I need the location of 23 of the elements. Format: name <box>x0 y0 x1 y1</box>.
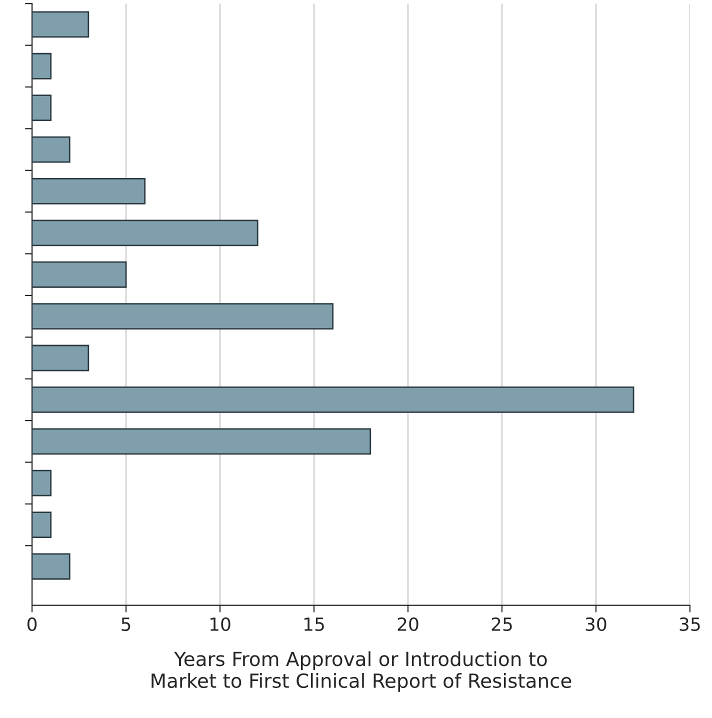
bar <box>32 11 90 38</box>
x-tick-label: 35 <box>680 617 700 632</box>
bar <box>32 178 146 204</box>
x-axis-title: Years From Approval or Introduction to Market to First Clinical Report of Resistance <box>152 651 572 692</box>
bar <box>32 553 70 580</box>
x-tick-label: 10 <box>210 617 230 632</box>
bar <box>32 136 70 163</box>
bar <box>32 428 372 455</box>
bar <box>32 470 52 496</box>
bar <box>32 386 634 413</box>
bar <box>32 303 334 330</box>
bar <box>32 344 90 372</box>
bar <box>32 94 52 122</box>
x-tick-label: 25 <box>492 617 512 632</box>
x-tick-label: 15 <box>304 618 324 632</box>
x-tick-label: 0 <box>27 617 37 632</box>
bar <box>32 261 127 288</box>
x-tick-label: 30 <box>586 617 606 632</box>
bar <box>32 52 52 80</box>
bar <box>32 512 52 538</box>
x-tick-label: 20 <box>398 617 418 632</box>
bar <box>32 220 258 246</box>
x-tick-label: 5 <box>122 618 130 632</box>
